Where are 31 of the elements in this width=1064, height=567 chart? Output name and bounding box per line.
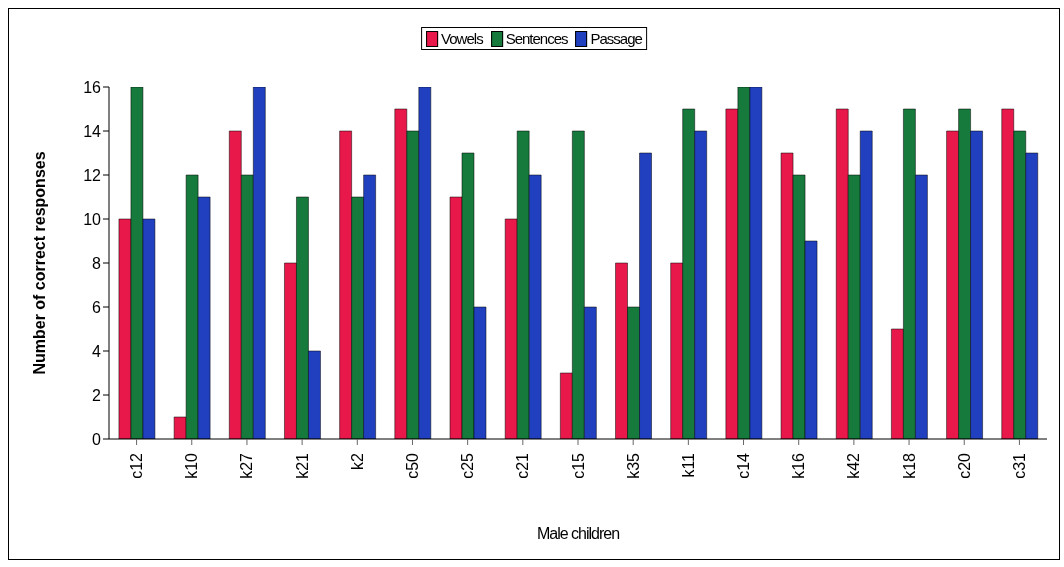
x-tick-label: c25 <box>459 452 477 479</box>
x-tick-label: c14 <box>735 452 753 479</box>
y-tick-label: 16 <box>83 78 102 96</box>
x-tick-label: c31 <box>1010 452 1028 479</box>
y-tick-label: 12 <box>83 166 102 184</box>
x-tick-label: k16 <box>790 452 808 479</box>
x-tick-label: c15 <box>569 452 587 479</box>
y-tick-label: 10 <box>83 210 102 228</box>
y-tick-label: 4 <box>92 342 102 360</box>
legend-label: Vowels <box>441 30 483 47</box>
x-tick-label: c50 <box>403 452 421 479</box>
x-tick-label: c12 <box>128 452 146 479</box>
y-tick-label: 14 <box>83 122 102 140</box>
x-tick-label: k21 <box>293 452 311 479</box>
x-tick-label: k18 <box>900 452 918 479</box>
y-tick-label: 2 <box>92 386 102 404</box>
x-tick-label: k2 <box>348 452 366 470</box>
y-axis-title: Number of correct responses <box>30 151 48 375</box>
x-axis-title: Male children <box>536 525 620 542</box>
y-tick-label: 6 <box>92 298 102 316</box>
y-tick-label: 0 <box>92 430 102 448</box>
x-tick-label: c20 <box>955 452 973 479</box>
x-tick-label: k10 <box>183 452 201 479</box>
legend-label: Passage <box>590 30 642 47</box>
legend-label: Sentences <box>505 30 568 47</box>
x-tick-label: c21 <box>514 452 532 479</box>
x-tick-label: k35 <box>624 452 642 479</box>
x-tick-label: k11 <box>679 452 697 478</box>
x-tick-label: k27 <box>238 452 256 479</box>
y-tick-label: 8 <box>92 254 102 272</box>
x-tick-label: k42 <box>845 452 863 479</box>
